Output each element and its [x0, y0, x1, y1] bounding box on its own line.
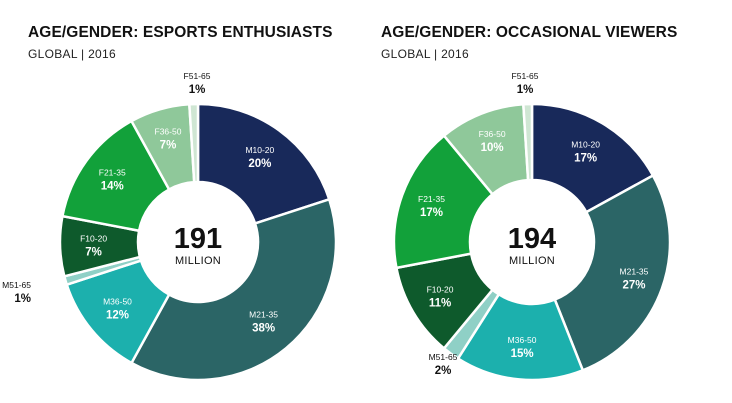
slice-label-f10-20: F10-20	[80, 233, 107, 243]
slice-percent-m21-35: 38%	[252, 322, 275, 334]
chart-title: AGE/GENDER: OCCASIONAL VIEWERS	[381, 24, 678, 41]
chart-title: AGE/GENDER: ESPORTS ENTHUSIASTS	[28, 24, 333, 41]
donut-slice-f51-65	[188, 102, 200, 184]
slice-label-f51-65: F51-65	[184, 71, 211, 81]
chart-panel-occasional: AGE/GENDER: OCCASIONAL VIEWERS GLOBAL | …	[366, 0, 732, 403]
donut-chart-enthusiasts: M10-20 20% M21-35 38% M36-50 12% M51-65 1% F10-2…	[2, 71, 338, 382]
slice-percent-f51-65: 1%	[189, 84, 206, 96]
slice-label-f21-35: F21-35	[99, 168, 126, 178]
donut-chart-occasional: M10-20 17% M21-35 27% M36-50 15% M51-65 2% F10-2…	[392, 71, 672, 382]
chart-subtitle: GLOBAL | 2016	[381, 47, 469, 61]
slice-percent-m10-20: 20%	[248, 158, 271, 170]
slice-percent-m51-65: 2%	[435, 365, 452, 377]
slice-label-m10-20: M10-20	[245, 145, 274, 155]
slice-label-m51-65: M51-65	[2, 280, 31, 290]
slice-label-m21-35: M21-35	[620, 267, 649, 277]
slice-percent-f36-50: 7%	[160, 140, 177, 152]
slice-label-m10-20: M10-20	[571, 139, 600, 149]
slice-percent-m21-35: 27%	[622, 280, 645, 292]
chart-panel-enthusiasts: AGE/GENDER: ESPORTS ENTHUSIASTS GLOBAL |…	[2, 24, 338, 382]
slice-percent-m10-20: 17%	[574, 152, 597, 164]
slice-label-f51-65: F51-65	[512, 71, 539, 81]
slice-percent-f10-20: 11%	[429, 297, 451, 309]
slice-label-m21-35: M21-35	[249, 309, 278, 319]
slice-percent-f10-20: 7%	[85, 246, 102, 258]
center-total-value: 191	[174, 223, 222, 255]
slice-label-m36-50: M36-50	[508, 335, 537, 345]
slice-label-f10-20: F10-20	[427, 284, 454, 294]
slice-percent-f21-35: 14%	[101, 181, 124, 193]
slice-percent-f51-65: 1%	[517, 84, 534, 96]
slice-label-m51-65: M51-65	[429, 352, 458, 362]
donut-slice-m10-20	[530, 102, 655, 214]
slice-percent-f36-50: 10%	[481, 142, 504, 154]
slice-percent-m51-65: 1%	[14, 293, 31, 305]
center-total-unit: MILLION	[175, 255, 221, 267]
donut-slice-m21-35	[129, 197, 338, 382]
slice-label-f36-50: F36-50	[479, 129, 506, 139]
chart-subtitle: GLOBAL | 2016	[28, 47, 116, 61]
donut-slice-m36-50	[456, 292, 585, 382]
center-total-value: 194	[508, 223, 556, 255]
center-total-unit: MILLION	[509, 255, 555, 267]
slice-percent-m36-50: 12%	[106, 310, 129, 322]
slice-percent-m36-50: 15%	[511, 348, 534, 360]
donut-slice-f51-65	[522, 102, 534, 182]
donut-slice-f21-35	[392, 133, 495, 270]
slice-label-f36-50: F36-50	[155, 127, 182, 137]
donut-slice-m10-20	[196, 102, 331, 226]
slice-label-m36-50: M36-50	[103, 297, 132, 307]
slice-label-f21-35: F21-35	[418, 194, 445, 204]
slice-percent-f21-35: 17%	[420, 207, 443, 219]
donut-slice-m21-35	[553, 173, 672, 372]
